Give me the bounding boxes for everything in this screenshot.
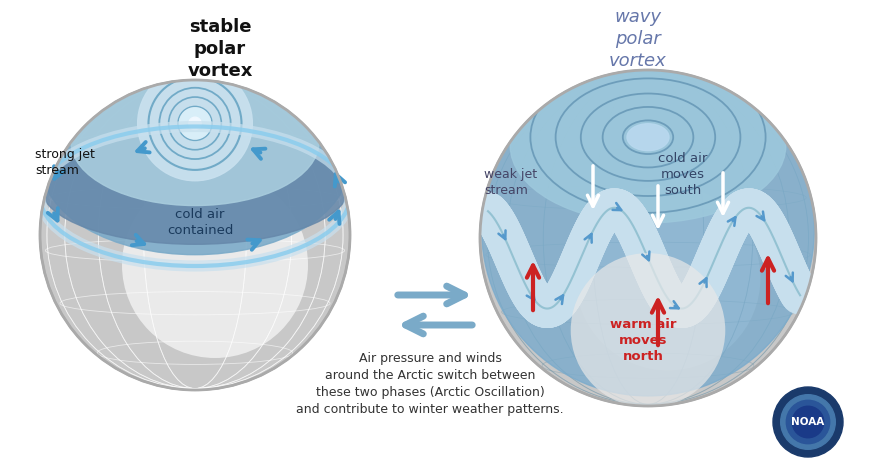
Circle shape <box>779 395 834 449</box>
Circle shape <box>773 387 842 457</box>
Circle shape <box>480 70 815 406</box>
Text: wavy
polar
vortex: wavy polar vortex <box>608 8 667 70</box>
Ellipse shape <box>509 68 785 223</box>
Circle shape <box>137 66 252 181</box>
Ellipse shape <box>627 124 668 151</box>
Text: weak jet
stream: weak jet stream <box>483 168 536 197</box>
Circle shape <box>189 117 201 130</box>
Circle shape <box>179 108 210 139</box>
Ellipse shape <box>71 79 319 206</box>
Text: Air pressure and winds
around the Arctic switch between
these two phases (Arctic: Air pressure and winds around the Arctic… <box>295 352 563 416</box>
Circle shape <box>40 80 349 390</box>
Ellipse shape <box>42 133 348 244</box>
Text: stable
polar
vortex: stable polar vortex <box>187 18 252 80</box>
Text: cold air
contained: cold air contained <box>167 208 233 237</box>
Ellipse shape <box>42 76 348 255</box>
Text: cold air
moves
south: cold air moves south <box>658 152 706 197</box>
Circle shape <box>575 186 760 371</box>
Text: NOAA: NOAA <box>791 417 824 427</box>
Circle shape <box>122 172 308 358</box>
Circle shape <box>792 406 823 438</box>
Circle shape <box>786 400 829 444</box>
Text: warm air
moves
north: warm air moves north <box>609 318 675 363</box>
Text: strong jet
stream: strong jet stream <box>35 148 95 177</box>
Circle shape <box>481 63 813 396</box>
Circle shape <box>570 253 725 408</box>
